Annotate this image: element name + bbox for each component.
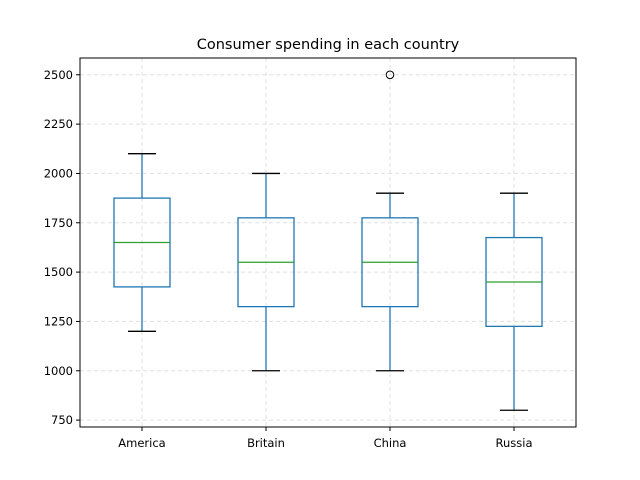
y-tick-label: 750 bbox=[51, 413, 73, 427]
box-britain bbox=[237, 172, 295, 372]
box-america bbox=[113, 153, 171, 332]
y-tick-label: 1500 bbox=[44, 265, 73, 279]
y-tick-label: 2500 bbox=[44, 68, 73, 82]
x-tick-label: Russia bbox=[496, 436, 533, 450]
box-china bbox=[361, 70, 419, 372]
chart-title: Consumer spending in each country bbox=[197, 37, 460, 53]
y-tick-label: 1250 bbox=[44, 314, 73, 328]
outlier-point bbox=[385, 70, 395, 80]
y-tick-label: 2000 bbox=[44, 166, 73, 180]
x-tick-label: America bbox=[118, 436, 165, 450]
boxes bbox=[113, 70, 543, 411]
x-tick-label: Britain bbox=[247, 436, 285, 450]
y-tick-label: 2250 bbox=[44, 117, 73, 131]
y-axis: 750 1000 1250 1500 1750 2000 2250 2500 bbox=[44, 68, 80, 427]
y-tick-label: 1000 bbox=[44, 364, 73, 378]
x-tick-label: China bbox=[374, 436, 407, 450]
x-axis: America Britain China Russia bbox=[118, 427, 533, 450]
plot-frame bbox=[79, 57, 577, 428]
y-tick-label: 1750 bbox=[44, 216, 73, 230]
box-russia bbox=[485, 192, 543, 411]
